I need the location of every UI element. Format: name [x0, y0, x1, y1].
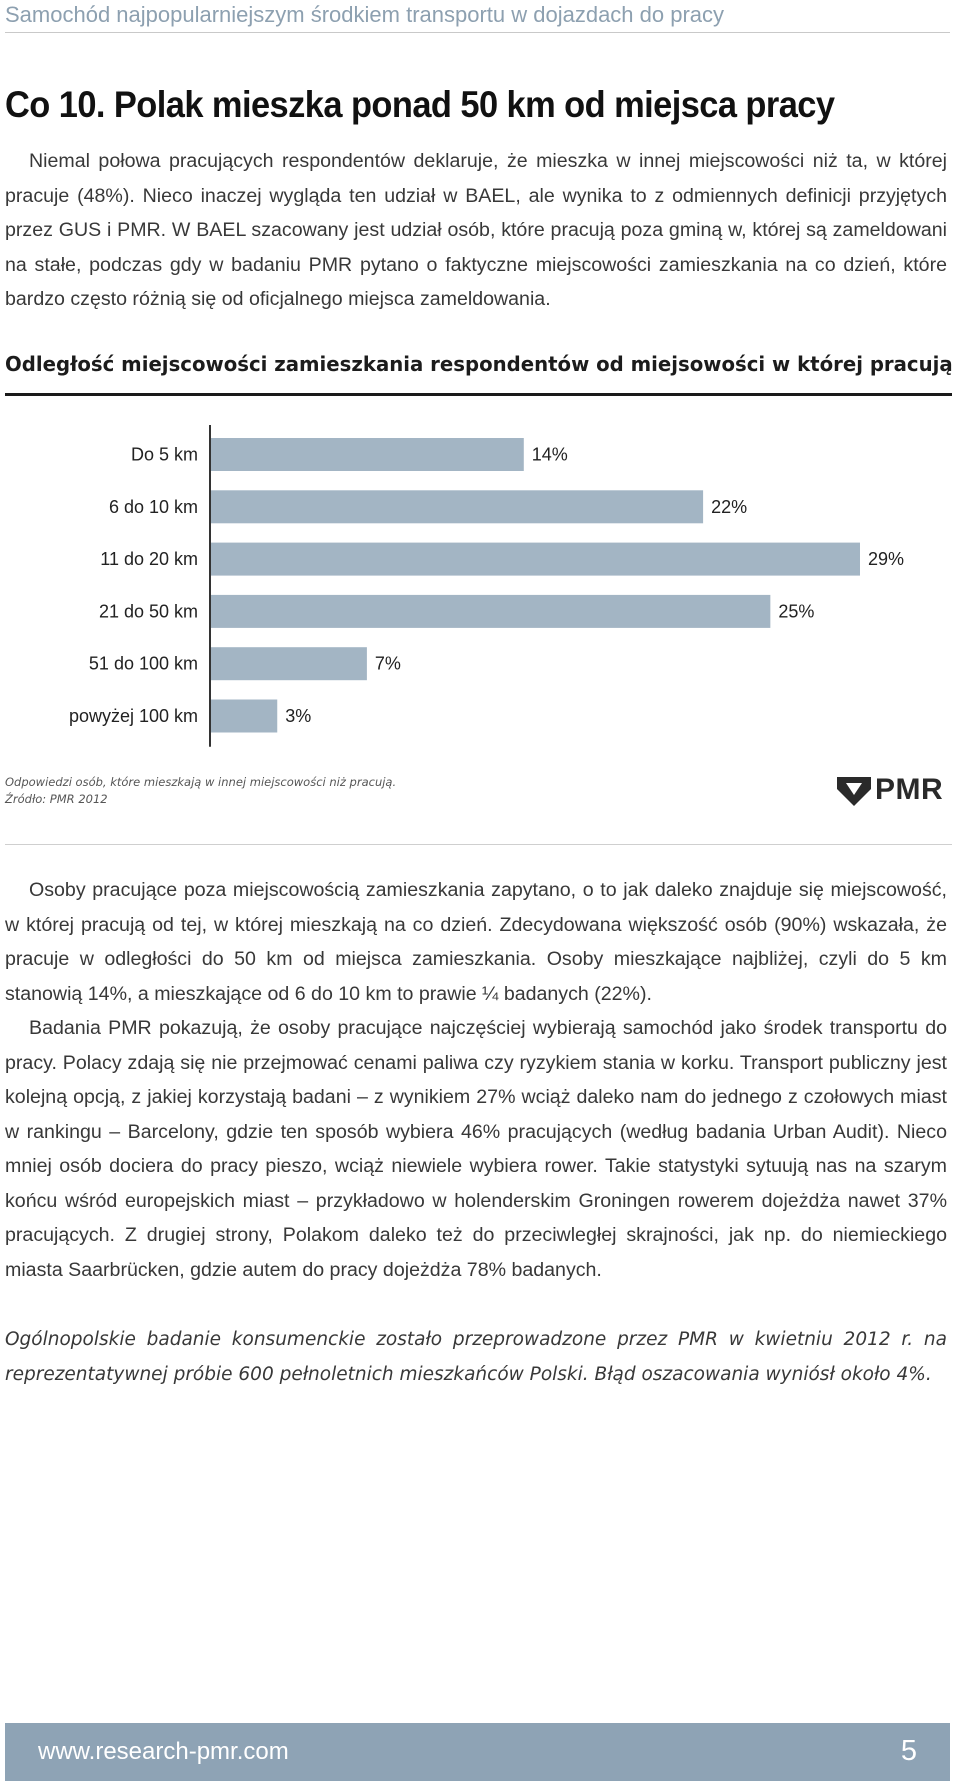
chart-source: Źródło: PMR 2012 — [5, 792, 108, 806]
bar-4 — [210, 594, 771, 628]
value-label-2: 22% — [711, 497, 747, 517]
bar-1 — [210, 438, 524, 471]
category-label-6: powyżej 100 km — [69, 706, 198, 726]
section-divider — [5, 844, 952, 845]
bar-5 — [210, 647, 367, 681]
category-label-3: 11 do 20 km — [100, 549, 198, 569]
bar-6 — [210, 699, 278, 733]
chart-notes: Odpowiedzi osób, które mieszkają w innej… — [5, 774, 396, 808]
distance-bar-chart: Do 5 km 14% 6 do 10 km 22% 11 do 20 km 29% 21 … — [69, 425, 904, 747]
page-headline: Co 10. Polak mieszka ponad 50 km od miej… — [5, 84, 835, 125]
value-label-1: 14% — [532, 445, 568, 465]
body-paragraph-2: Badania PMR pokazują, że osoby pracujące… — [5, 1017, 947, 1281]
pmr-logo-text: PMR — [875, 773, 944, 806]
methodology-note: Ogólnopolskie badanie konsumenckie zosta… — [5, 1329, 947, 1385]
chart-title: Odległość miejscowości zamieszkania resp… — [5, 352, 953, 376]
header-divider — [5, 32, 950, 33]
pmr-logo: PMR — [837, 773, 947, 807]
category-label-1: Do 5 km — [131, 445, 198, 465]
chart-footnote: Odpowiedzi osób, które mieszkają w innej… — [5, 775, 397, 789]
value-label-4: 25% — [778, 601, 814, 621]
body-paragraph-1: Osoby pracujące poza miejscowością zamie… — [5, 879, 947, 1005]
category-label-2: 6 do 10 km — [109, 497, 198, 517]
value-label-5: 7% — [375, 654, 401, 674]
running-title: Samochód najpopularniejszym środkiem tra… — [5, 2, 725, 27]
bar-2 — [210, 490, 704, 524]
value-label-3: 29% — [868, 549, 904, 569]
page-footer: www.research-pmr.com 5 — [5, 1723, 950, 1781]
page-number: 5 — [900, 1735, 917, 1767]
category-label-5: 51 do 100 km — [89, 654, 198, 674]
chart-title-rule — [5, 393, 952, 396]
footer-url: www.research-pmr.com — [38, 1738, 289, 1765]
category-label-4: 21 do 50 km — [99, 601, 198, 621]
intro-paragraph: Niemal połowa pracujących respondentów d… — [5, 150, 947, 310]
bar-3 — [210, 542, 860, 576]
value-label-6: 3% — [285, 706, 311, 726]
pmr-logo-icon — [837, 777, 871, 806]
